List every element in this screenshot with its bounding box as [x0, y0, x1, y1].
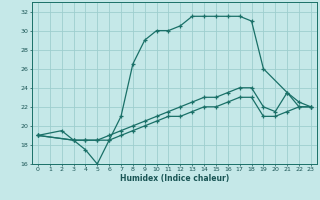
X-axis label: Humidex (Indice chaleur): Humidex (Indice chaleur)	[120, 174, 229, 183]
